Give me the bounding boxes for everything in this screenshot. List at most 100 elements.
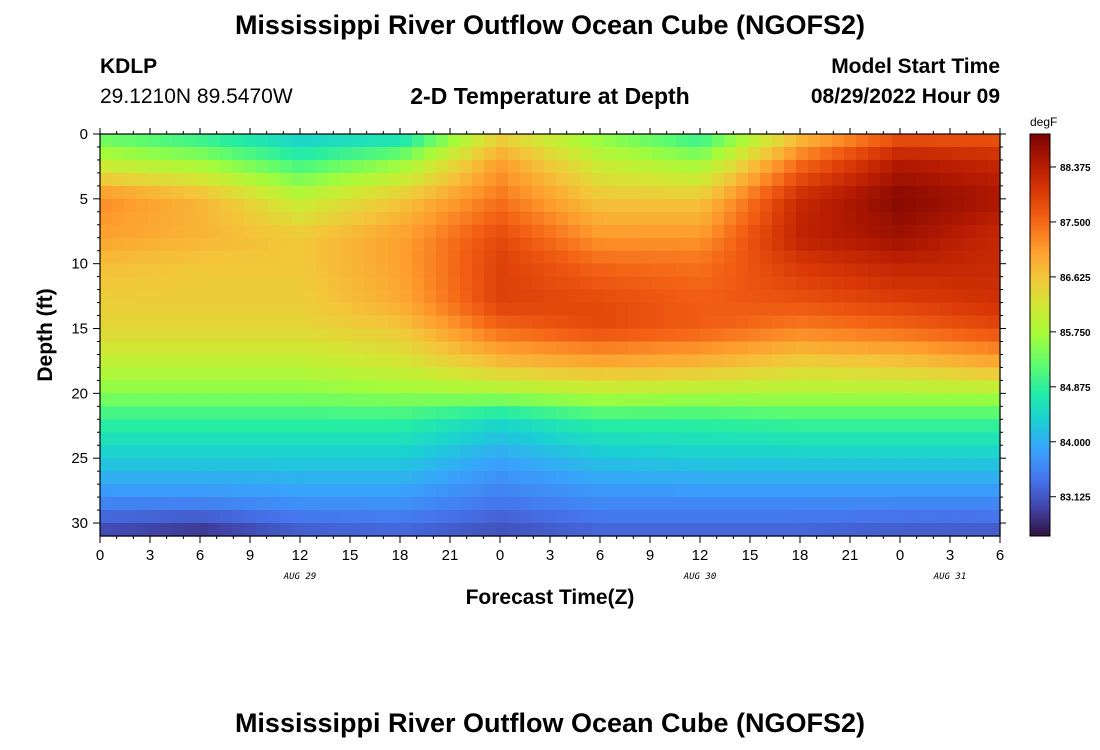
heat-cell [388,458,401,472]
heat-cell [172,185,185,200]
heat-cell [412,289,425,304]
heat-cell [220,341,233,356]
heat-cell [160,497,173,511]
heat-cell [652,510,665,524]
heat-cell [496,432,509,446]
heat-cell [472,263,485,278]
heat-cell [616,354,629,369]
heat-cell [352,185,365,200]
heat-cell [844,354,857,369]
heat-cell [832,159,845,174]
heat-cell [100,419,113,433]
heat-cell [700,406,713,420]
heat-cell [508,185,521,200]
heat-cell [676,497,689,511]
heat-cell [424,341,437,356]
heat-cell [160,302,173,317]
heat-cell [244,146,257,161]
heat-cell [280,276,293,291]
heat-cell [652,484,665,498]
heat-cell [280,185,293,200]
heat-cell [436,289,449,304]
heat-cell [316,497,329,511]
heat-cell [712,198,725,213]
heat-cell [880,458,893,472]
heat-cell [376,198,389,213]
heat-cell [136,198,149,213]
heat-cell [124,289,137,304]
heat-cell [892,354,905,369]
heat-cell [580,302,593,317]
heat-cell [916,523,929,537]
heat-cell [928,445,941,459]
heat-cell [844,237,857,252]
heat-cell [376,224,389,239]
heat-cell [916,198,929,213]
heat-cell [136,432,149,446]
heat-cell [112,354,125,369]
heat-cell [196,211,209,226]
heat-cell [484,211,497,226]
heat-cell [796,497,809,511]
heat-cell [568,445,581,459]
heat-cell [316,134,329,148]
heat-cell [304,276,317,291]
heat-cell [184,367,197,381]
heat-cell [820,445,833,459]
heat-cell [508,419,521,433]
heat-cell [136,497,149,511]
heat-cell [148,484,161,498]
heat-cell [688,367,701,381]
heat-cell [448,237,461,252]
heat-cell [388,328,401,343]
heat-cell [364,380,377,394]
heat-cell [820,328,833,343]
heat-cell [244,471,257,485]
heat-cell [328,185,341,200]
heat-cell [232,380,245,394]
heat-cell [688,276,701,291]
heat-cell [688,198,701,213]
heat-cell [928,432,941,446]
heat-cell [400,341,413,356]
heat-cell [892,471,905,485]
heat-cell [328,237,341,252]
heat-cell [556,497,569,511]
heat-cell [712,497,725,511]
heat-cell [400,302,413,317]
heat-cell [520,471,533,485]
heat-cell [304,484,317,498]
heat-cell [268,393,281,407]
heat-cell [412,523,425,537]
heat-cell [268,224,281,239]
heat-cell [508,432,521,446]
heat-cell [280,354,293,369]
heat-cell [988,134,1001,148]
heat-cell [748,250,761,265]
heat-cell [736,471,749,485]
heat-cell [832,458,845,472]
heat-cell [400,445,413,459]
heat-cell [316,367,329,381]
heat-cell [520,289,533,304]
heat-cell [880,380,893,394]
heat-cell [976,471,989,485]
heat-cell [952,185,965,200]
heat-cell [172,523,185,537]
heat-cell [208,224,221,239]
heat-cell [448,380,461,394]
heat-cell [304,185,317,200]
heat-cell [868,146,881,161]
heat-cell [796,263,809,278]
heat-cell [652,263,665,278]
heat-cell [424,445,437,459]
heat-cell [304,445,317,459]
heat-cell [760,237,773,252]
heat-cell [976,172,989,187]
heat-cell [904,224,917,239]
heat-cell [256,250,269,265]
heat-cell [448,484,461,498]
heat-cell [484,380,497,394]
heat-cell [856,393,869,407]
heat-cell [604,211,617,226]
